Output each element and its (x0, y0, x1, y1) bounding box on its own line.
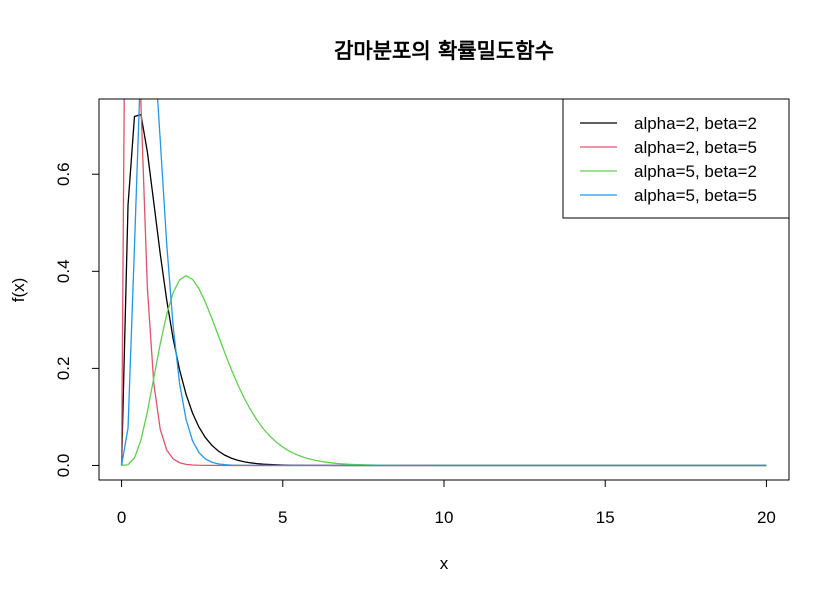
x-tick-label: 15 (596, 508, 615, 527)
x-axis-label: x (440, 554, 449, 573)
y-axis: 0.0 0.2 0.4 0.6 (54, 162, 100, 478)
y-tick-label: 0.0 (54, 454, 73, 478)
y-axis-label: f(x) (9, 278, 28, 303)
series-line-2 (120, 99, 767, 467)
legend-label-4: alpha=5, beta=5 (634, 186, 757, 205)
chart-title: 감마분포의 확률밀도함수 (334, 39, 554, 63)
y-tick-label: 0.6 (54, 162, 73, 186)
series-group (120, 99, 767, 467)
legend-label-1: alpha=2, beta=2 (634, 114, 757, 133)
y-tick-label: 0.4 (54, 259, 73, 283)
x-tick-label: 0 (117, 508, 126, 527)
series-line-3 (121, 275, 767, 467)
legend-box (562, 98, 790, 219)
x-axis: 0 5 10 15 20 (117, 479, 776, 527)
y-tick-label: 0.2 (54, 357, 73, 381)
series-line-4 (120, 99, 767, 467)
x-tick-label: 5 (278, 508, 287, 527)
legend-label-2: alpha=2, beta=5 (634, 138, 757, 157)
legend-label-3: alpha=5, beta=2 (634, 162, 757, 181)
legend: alpha=2, beta=2 alpha=2, beta=5 alpha=5, b… (562, 98, 790, 219)
x-tick-label: 20 (757, 508, 776, 527)
x-tick-label: 10 (435, 508, 454, 527)
